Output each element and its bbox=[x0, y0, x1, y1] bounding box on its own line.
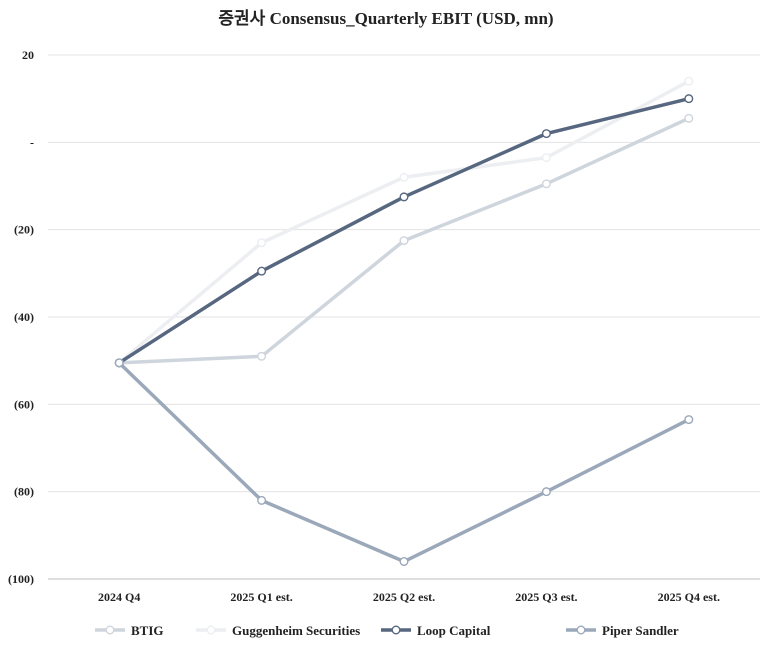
y-tick-label: (80) bbox=[14, 485, 34, 499]
chart-title: 증권사 Consensus_Quarterly EBIT (USD, mn) bbox=[218, 9, 553, 28]
legend: BTIG Guggenheim Securities Loop Capital Pip… bbox=[95, 623, 679, 638]
y-tick-label: (20) bbox=[14, 223, 34, 237]
x-tick-label: 2025 Q3 est. bbox=[515, 590, 577, 604]
legend-item: Guggenheim Securities bbox=[196, 623, 360, 638]
legend-item: Piper Sandler bbox=[566, 623, 679, 638]
series-points bbox=[114, 76, 694, 567]
y-tick-label: (100) bbox=[8, 572, 34, 586]
data-point bbox=[684, 94, 694, 104]
data-point bbox=[541, 129, 551, 139]
x-tick-label: 2024 Q4 bbox=[98, 590, 140, 604]
data-point bbox=[399, 557, 409, 567]
data-point bbox=[399, 236, 409, 246]
data-point bbox=[257, 238, 267, 248]
legend-swatch-marker bbox=[576, 625, 586, 635]
y-tick-label: - bbox=[30, 135, 34, 149]
y-tick-label: (40) bbox=[14, 310, 34, 324]
data-point bbox=[257, 266, 267, 276]
series-line-1 bbox=[117, 79, 691, 365]
y-tick-label: 20 bbox=[22, 48, 34, 62]
data-point bbox=[399, 172, 409, 182]
legend-label: Loop Capital bbox=[417, 623, 491, 638]
legend-label: Guggenheim Securities bbox=[232, 623, 360, 638]
series-lines bbox=[117, 79, 691, 564]
data-point bbox=[399, 192, 409, 202]
x-tick-label: 2025 Q2 est. bbox=[373, 590, 435, 604]
gridlines bbox=[48, 54, 760, 580]
legend-label: BTIG bbox=[131, 623, 164, 638]
legend-item: Loop Capital bbox=[381, 623, 491, 638]
x-tick-label: 2025 Q4 est. bbox=[658, 590, 720, 604]
series-line-2 bbox=[117, 96, 691, 365]
data-point bbox=[541, 179, 551, 189]
data-point bbox=[684, 415, 694, 425]
data-point bbox=[684, 76, 694, 86]
data-point bbox=[541, 487, 551, 497]
series-line-3 bbox=[117, 361, 691, 564]
legend-item: BTIG bbox=[95, 623, 164, 638]
data-point bbox=[684, 113, 694, 123]
legend-label: Piper Sandler bbox=[602, 623, 679, 638]
data-point bbox=[541, 153, 551, 163]
legend-swatch-marker bbox=[206, 625, 216, 635]
data-point bbox=[114, 358, 124, 368]
x-axis-ticks: 2024 Q4 2025 Q1 est. 2025 Q2 est. 2025 Q3 e… bbox=[98, 590, 720, 604]
y-tick-label: (60) bbox=[14, 397, 34, 411]
data-point bbox=[257, 351, 267, 361]
legend-swatch-marker bbox=[391, 625, 401, 635]
x-tick-label: 2025 Q1 est. bbox=[230, 590, 292, 604]
y-axis-ticks: 20 - (20) (40) (60) (80) (100) bbox=[8, 48, 34, 586]
data-point bbox=[257, 495, 267, 505]
legend-swatch-marker bbox=[105, 625, 115, 635]
